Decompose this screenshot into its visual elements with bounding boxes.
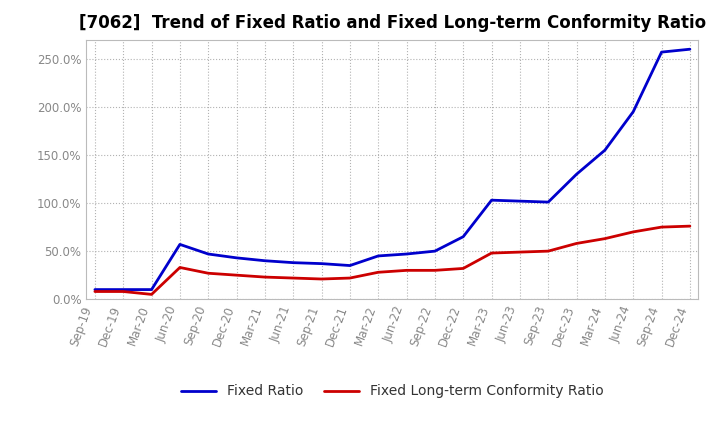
Fixed Long-term Conformity Ratio [233,272,241,278]
Fixed Ratio [431,249,439,254]
Fixed Long-term Conformity Ratio [544,249,552,254]
Fixed Ratio [91,287,99,292]
Fixed Long-term Conformity Ratio [459,266,467,271]
Fixed Ratio [459,234,467,239]
Fixed Ratio [204,251,212,257]
Fixed Long-term Conformity Ratio [572,241,581,246]
Fixed Long-term Conformity Ratio [685,224,694,229]
Fixed Long-term Conformity Ratio [91,289,99,294]
Fixed Ratio [233,255,241,260]
Fixed Ratio [544,199,552,205]
Fixed Ratio [487,198,496,203]
Legend: Fixed Ratio, Fixed Long-term Conformity Ratio: Fixed Ratio, Fixed Long-term Conformity … [176,379,609,404]
Fixed Ratio [516,198,524,204]
Line: Fixed Ratio: Fixed Ratio [95,49,690,290]
Fixed Ratio [685,47,694,52]
Fixed Long-term Conformity Ratio [657,224,666,230]
Fixed Ratio [572,172,581,177]
Fixed Long-term Conformity Ratio [318,276,326,282]
Fixed Long-term Conformity Ratio [374,270,382,275]
Fixed Ratio [148,287,156,292]
Fixed Ratio [657,49,666,55]
Fixed Ratio [289,260,297,265]
Fixed Ratio [261,258,269,264]
Fixed Ratio [119,287,127,292]
Fixed Long-term Conformity Ratio [516,249,524,255]
Fixed Ratio [402,251,411,257]
Fixed Long-term Conformity Ratio [402,268,411,273]
Fixed Long-term Conformity Ratio [204,271,212,276]
Fixed Ratio [600,147,609,153]
Fixed Ratio [374,253,382,259]
Fixed Ratio [346,263,354,268]
Fixed Long-term Conformity Ratio [119,289,127,294]
Fixed Long-term Conformity Ratio [289,275,297,281]
Title: [7062]  Trend of Fixed Ratio and Fixed Long-term Conformity Ratio: [7062] Trend of Fixed Ratio and Fixed Lo… [78,15,706,33]
Fixed Ratio [629,109,637,114]
Fixed Ratio [176,242,184,247]
Fixed Long-term Conformity Ratio [148,292,156,297]
Line: Fixed Long-term Conformity Ratio: Fixed Long-term Conformity Ratio [95,226,690,294]
Fixed Long-term Conformity Ratio [261,275,269,280]
Fixed Ratio [318,261,326,266]
Fixed Long-term Conformity Ratio [487,250,496,256]
Fixed Long-term Conformity Ratio [346,275,354,281]
Fixed Long-term Conformity Ratio [600,236,609,241]
Fixed Long-term Conformity Ratio [431,268,439,273]
Fixed Long-term Conformity Ratio [629,229,637,235]
Fixed Long-term Conformity Ratio [176,265,184,270]
